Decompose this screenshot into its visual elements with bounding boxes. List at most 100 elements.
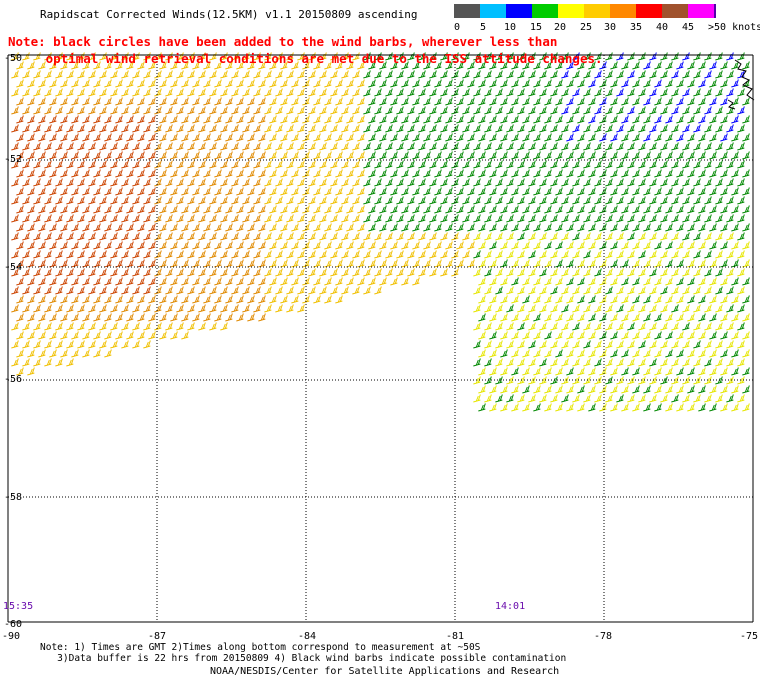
wind-barb	[720, 367, 728, 376]
wind-barb	[82, 187, 90, 196]
wind-barb	[165, 142, 173, 151]
wind-barb	[176, 178, 184, 187]
wind-barb	[665, 97, 673, 106]
wind-barb	[671, 358, 679, 367]
wind-barb	[511, 295, 519, 304]
wind-barb	[445, 97, 453, 106]
wind-barb	[500, 313, 508, 322]
wind-barb	[478, 331, 486, 340]
wind-barb	[126, 259, 134, 268]
wind-barb	[676, 61, 684, 70]
wind-barb	[561, 376, 569, 385]
wind-barb	[280, 259, 288, 268]
wind-barb	[104, 277, 112, 286]
wind-barb	[49, 79, 57, 88]
wind-barb	[280, 277, 288, 286]
wind-barb	[506, 394, 514, 403]
wind-barb	[715, 358, 723, 367]
wind-barb	[93, 331, 101, 340]
wind-barb	[313, 259, 321, 268]
wind-barb	[253, 286, 261, 295]
wind-barb	[605, 394, 613, 403]
wind-barb	[324, 97, 332, 106]
wind-barb	[225, 79, 233, 88]
wind-barb	[473, 322, 481, 331]
wind-barb	[275, 232, 283, 241]
legend-swatch	[688, 4, 714, 18]
note-line: Note: black circles have been added to t…	[8, 34, 558, 49]
wind-barb	[605, 160, 613, 169]
wind-barb	[533, 151, 541, 160]
wind-barb	[110, 70, 118, 79]
wind-barb	[363, 124, 371, 133]
wind-barb	[720, 223, 728, 232]
wind-barb	[566, 259, 574, 268]
wind-barb	[500, 151, 508, 160]
wind-barb	[671, 304, 679, 313]
wind-barb	[308, 106, 316, 115]
wind-barb	[137, 169, 145, 178]
wind-barb	[473, 124, 481, 133]
wind-barb	[33, 160, 41, 169]
wind-barb	[44, 268, 52, 277]
wind-barb	[99, 178, 107, 187]
wind-barb	[159, 205, 167, 214]
wind-barb	[385, 88, 393, 97]
wind-barb	[440, 70, 448, 79]
wind-barb	[275, 178, 283, 187]
wind-barb	[445, 115, 453, 124]
lon-label: -84	[298, 631, 316, 642]
wind-barb	[170, 151, 178, 160]
wind-barb	[429, 196, 437, 205]
wind-barb	[357, 259, 365, 268]
wind-barb	[66, 160, 74, 169]
wind-barb	[148, 295, 156, 304]
wind-barb	[445, 169, 453, 178]
wind-barb	[27, 295, 35, 304]
wind-barb	[594, 376, 602, 385]
wind-barb	[572, 214, 580, 223]
wind-barb	[346, 223, 354, 232]
wind-barb	[379, 115, 387, 124]
wind-barb	[709, 385, 717, 394]
wind-barb	[671, 52, 679, 61]
wind-barb	[137, 259, 145, 268]
wind-barb	[517, 214, 525, 223]
wind-barb	[280, 295, 288, 304]
wind-barb	[341, 160, 349, 169]
wind-barb	[341, 232, 349, 241]
wind-barb	[71, 115, 79, 124]
wind-barb	[330, 232, 338, 241]
wind-barb	[192, 223, 200, 232]
wind-barb	[726, 394, 734, 403]
wind-barb	[297, 196, 305, 205]
wind-barb	[423, 133, 431, 142]
wind-barb	[412, 259, 420, 268]
wind-barb	[539, 70, 547, 79]
wind-barb	[511, 169, 519, 178]
wind-barb	[401, 205, 409, 214]
wind-barb	[489, 133, 497, 142]
wind-barb	[489, 331, 497, 340]
wind-barb	[115, 169, 123, 178]
wind-barb	[616, 52, 624, 61]
lat-lon-grid	[7, 54, 754, 623]
wind-barb	[27, 223, 35, 232]
wind-barb	[55, 268, 63, 277]
wind-barb	[550, 214, 558, 223]
wind-barb	[82, 259, 90, 268]
wind-barb	[198, 88, 206, 97]
wind-barb	[313, 277, 321, 286]
wind-barb	[77, 322, 85, 331]
wind-barb	[671, 214, 679, 223]
wind-barb	[665, 349, 673, 358]
wind-barb	[71, 133, 79, 142]
wind-barb	[588, 223, 596, 232]
wind-barb	[682, 232, 690, 241]
wind-barb	[203, 133, 211, 142]
wind-barb	[484, 70, 492, 79]
wind-barb	[88, 124, 96, 133]
wind-barb	[588, 61, 596, 70]
wind-barb	[16, 295, 24, 304]
wind-barb	[159, 313, 167, 322]
